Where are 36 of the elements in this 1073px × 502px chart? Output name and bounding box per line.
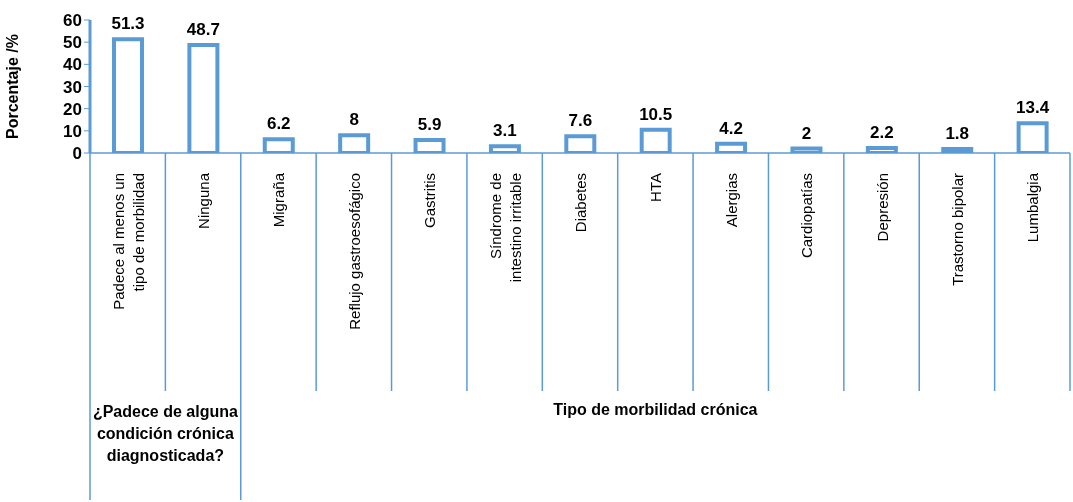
data-label: 13.4 — [1016, 98, 1050, 118]
data-label: 10.5 — [639, 104, 673, 124]
x-tick-label: Depresión — [873, 173, 891, 242]
x-tick-label: Síndrome de intestino irritable — [486, 173, 524, 283]
y-tick-label: 60 — [63, 11, 82, 31]
x-tick-label: Reflujo gastroesofágico — [345, 173, 363, 330]
data-label: 48.7 — [186, 20, 220, 40]
data-label: 51.3 — [111, 14, 145, 34]
x-tick-label: Alergias — [722, 173, 740, 228]
data-label: 6.2 — [266, 114, 291, 134]
x-tick-label: Trastorno bipolar — [948, 173, 966, 286]
data-label: 4.2 — [719, 118, 743, 138]
y-tick-label: 50 — [63, 33, 82, 53]
x-tick-label: HTA — [647, 173, 665, 202]
x-tick-label: Lumbalgia — [1024, 172, 1042, 243]
x-tick-label: Diabetes — [572, 173, 589, 233]
x-tick-label: Cardiopatías — [798, 173, 816, 259]
x-tick-label: Ninguna — [195, 172, 213, 229]
text: Tipo de morbilidad crónica — [552, 401, 759, 419]
y-tick-label: 20 — [63, 99, 82, 119]
data-label: 2.2 — [870, 123, 894, 143]
x-tick-label: Padece al menos un tipo de morbilidad — [109, 173, 147, 310]
text: ¿Padece de alguna condición crónica diagnosticada? — [91, 402, 239, 466]
data-label: 1.8 — [945, 124, 970, 144]
y-tick-label: 10 — [63, 121, 82, 141]
y-tick-label: 30 — [63, 77, 82, 97]
data-label: 7.6 — [568, 111, 593, 131]
y-axis-title: Porcentaje /% — [3, 34, 21, 139]
data-label: 8 — [349, 110, 359, 130]
data-label: 2 — [801, 123, 812, 143]
x-tick-label: Gastritis — [421, 173, 439, 229]
y-tick-label: 0 — [72, 144, 82, 164]
data-label: 3.1 — [493, 121, 517, 141]
y-tick-label: 40 — [63, 55, 82, 75]
data-label: 5.9 — [417, 114, 442, 134]
x-tick-label: Migraña — [270, 172, 288, 228]
